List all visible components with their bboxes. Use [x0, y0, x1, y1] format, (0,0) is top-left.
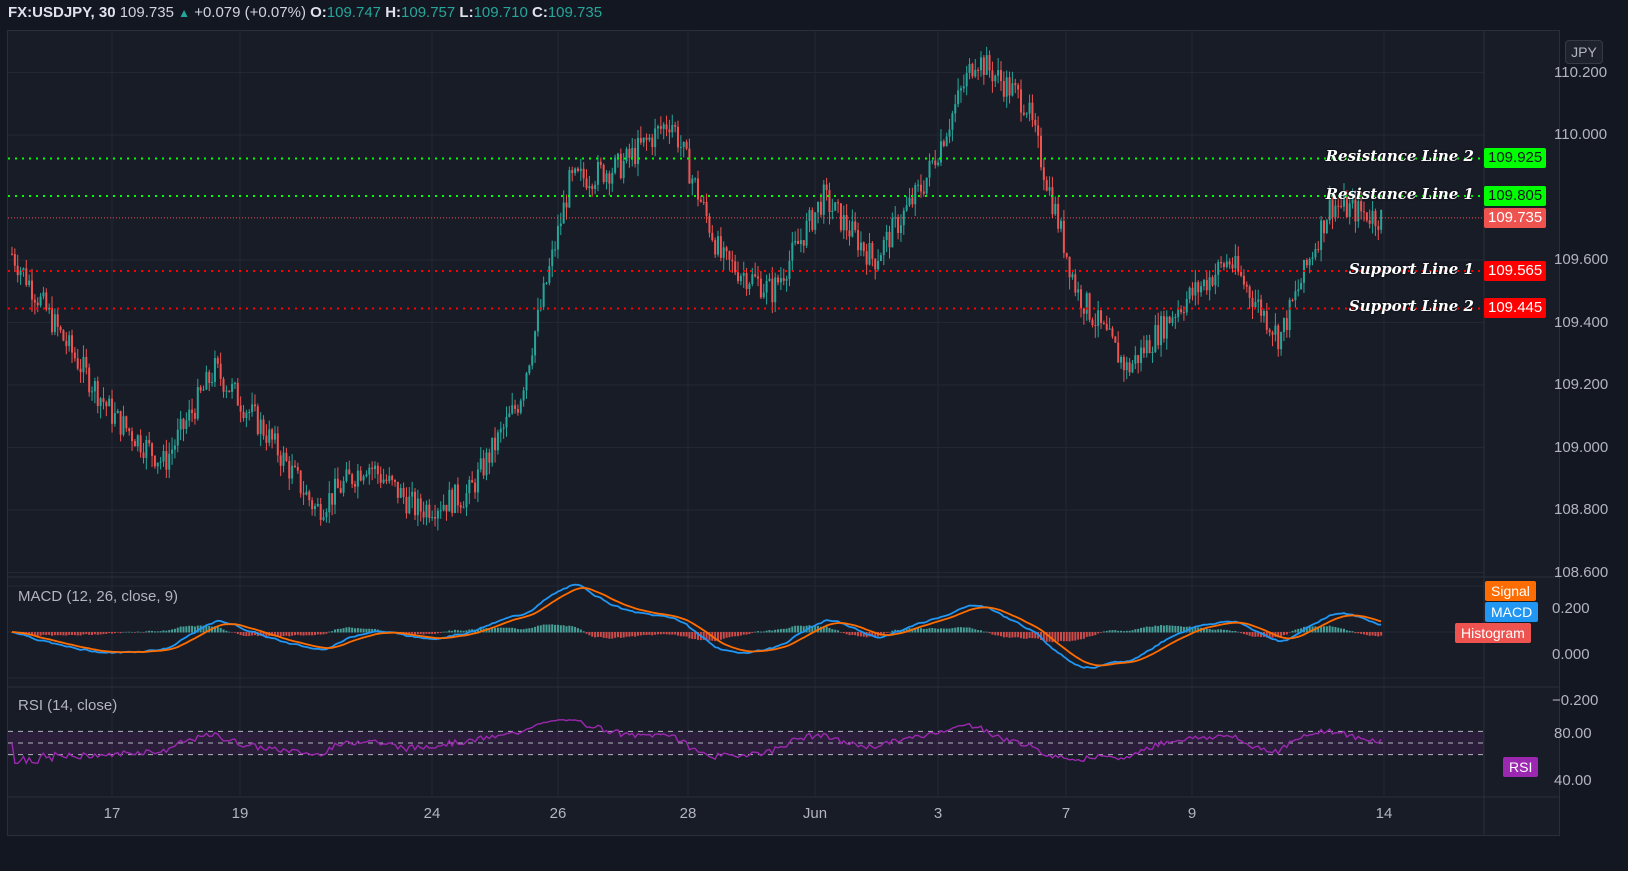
level-price-tag: 109.565: [1484, 260, 1547, 281]
price-axis-label: 108.600: [1554, 563, 1609, 581]
symbol-header: FX:USDJPY, 30 109.735 ▲ +0.079 (+0.07%) …: [8, 4, 602, 26]
time-axis-label: 17: [103, 805, 121, 822]
macd-axis-label: 0.200: [1552, 600, 1590, 617]
time-axis-label: 26: [549, 805, 567, 822]
time-axis-label: 24: [423, 805, 441, 822]
level-line-label[interactable]: Support Line 2: [1348, 297, 1474, 316]
macd-signal-legend: Signal: [1485, 581, 1536, 601]
time-axis-label: 19: [231, 805, 249, 822]
low-label: L:: [459, 4, 474, 21]
macd-title: MACD (12, 26, close, 9): [18, 588, 179, 605]
high-label: H:: [385, 4, 402, 21]
level-line-label[interactable]: Resistance Line 1: [1325, 184, 1474, 203]
macd-line-legend: MACD: [1485, 602, 1539, 622]
level-line-label[interactable]: Resistance Line 2: [1325, 147, 1474, 166]
level-price-tag: 109.925: [1484, 148, 1547, 169]
rsi-axis-label: 80.00: [1554, 725, 1592, 742]
close-label: C:: [532, 4, 548, 21]
open-value: 109.747: [326, 4, 382, 21]
macd-histogram-legend: Histogram: [1455, 623, 1531, 643]
macd-axis-label: −0.200: [1552, 692, 1599, 709]
price-axis-label: 109.600: [1554, 251, 1609, 268]
time-axis-label: 28: [679, 805, 697, 822]
symbol-name: FX:USDJPY, 30: [8, 4, 116, 21]
level-line-label[interactable]: Support Line 1: [1348, 259, 1474, 278]
low-value: 109.710: [473, 4, 528, 21]
last-price: 109.735: [119, 4, 174, 21]
rsi-title: RSI (14, close): [18, 697, 118, 714]
price-change: +0.079 (+0.07%): [194, 4, 306, 21]
price-axis-label: 108.800: [1554, 501, 1609, 518]
time-axis-label: 3: [933, 805, 943, 822]
up-triangle-icon: ▲: [178, 6, 191, 20]
last-price-tag: 109.735: [1484, 207, 1547, 228]
currency-badge[interactable]: JPY: [1565, 40, 1603, 64]
macd-axis-label: 0.000: [1552, 646, 1590, 663]
high-value: 109.757: [401, 4, 456, 21]
rsi-legend: RSI: [1503, 757, 1539, 777]
level-price-tag: 109.805: [1484, 185, 1547, 206]
level-price-tag: 109.445: [1484, 298, 1547, 319]
chart-frame: [7, 30, 1560, 836]
close-value: 109.735: [547, 4, 603, 21]
price-axis-label: 110.000: [1554, 126, 1608, 143]
price-axis-label: 109.000: [1554, 438, 1609, 456]
price-axis-label: 109.200: [1554, 376, 1609, 393]
price-axis-label: 109.400: [1554, 313, 1609, 331]
time-axis-label: 7: [1061, 805, 1071, 822]
time-axis-label: 14: [1375, 805, 1393, 822]
rsi-axis-label: 40.00: [1554, 772, 1592, 789]
time-axis-label: Jun: [802, 805, 828, 822]
price-axis-label: 110.200: [1554, 63, 1608, 81]
time-axis-label: 9: [1187, 805, 1197, 822]
open-label: O:: [310, 4, 327, 21]
